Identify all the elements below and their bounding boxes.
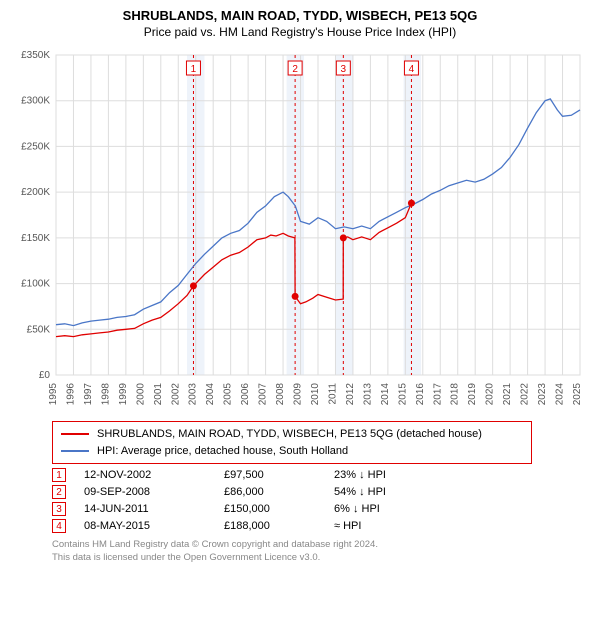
svg-text:2008: 2008 (275, 383, 286, 406)
svg-text:£150K: £150K (21, 233, 50, 244)
svg-text:2010: 2010 (310, 383, 321, 406)
svg-text:2014: 2014 (380, 383, 391, 406)
svg-text:£100K: £100K (21, 279, 50, 290)
footer-line-1: Contains HM Land Registry data © Crown c… (52, 539, 590, 552)
svg-text:2004: 2004 (205, 383, 216, 406)
svg-text:1997: 1997 (83, 383, 94, 406)
sales-table: 1 12-NOV-2002£97,50023% ↓ HPI 2 09-SEP-2008… (52, 468, 590, 533)
svg-text:2003: 2003 (188, 383, 199, 406)
chart-subtitle: Price paid vs. HM Land Registry's House … (10, 25, 590, 39)
svg-text:£0: £0 (39, 370, 51, 381)
svg-text:£200K: £200K (21, 187, 50, 198)
svg-text:4: 4 (409, 64, 415, 75)
sale-price: £86,000 (224, 486, 334, 498)
svg-text:1998: 1998 (100, 383, 111, 406)
svg-text:£250K: £250K (21, 141, 50, 152)
sale-diff: 54% ↓ HPI (334, 486, 454, 498)
sale-marker-box: 2 (52, 485, 66, 499)
sale-marker-box: 3 (52, 502, 66, 516)
svg-text:2011: 2011 (327, 383, 338, 405)
svg-text:2000: 2000 (135, 383, 146, 406)
svg-text:2016: 2016 (415, 383, 426, 406)
sale-row: 1 12-NOV-2002£97,50023% ↓ HPI (52, 468, 590, 482)
legend-item: HPI: Average price, detached house, Sout… (61, 443, 523, 460)
svg-text:2012: 2012 (345, 383, 356, 406)
svg-text:2006: 2006 (240, 383, 251, 406)
sale-diff: 23% ↓ HPI (334, 469, 454, 481)
svg-text:2022: 2022 (520, 383, 531, 406)
svg-text:2002: 2002 (170, 383, 181, 406)
sale-price: £188,000 (224, 520, 334, 532)
sale-marker-box: 1 (52, 468, 66, 482)
sale-row: 4 08-MAY-2015£188,000≈ HPI (52, 519, 590, 533)
legend-item: SHRUBLANDS, MAIN ROAD, TYDD, WISBECH, PE… (61, 426, 523, 443)
svg-text:2: 2 (292, 64, 298, 75)
svg-text:1999: 1999 (118, 383, 129, 406)
svg-text:£50K: £50K (27, 324, 51, 335)
sale-date: 12-NOV-2002 (84, 469, 224, 481)
svg-text:2023: 2023 (537, 383, 548, 406)
sale-diff: ≈ HPI (334, 520, 454, 532)
sale-price: £97,500 (224, 469, 334, 481)
svg-text:1995: 1995 (48, 383, 59, 406)
sale-date: 14-JUN-2011 (84, 503, 224, 515)
footer-attributions: Contains HM Land Registry data © Crown c… (52, 539, 590, 565)
svg-text:2025: 2025 (572, 383, 583, 406)
sale-row: 3 14-JUN-2011£150,0006% ↓ HPI (52, 502, 590, 516)
svg-text:1996: 1996 (65, 383, 76, 406)
chart-title: SHRUBLANDS, MAIN ROAD, TYDD, WISBECH, PE… (10, 8, 590, 23)
legend-swatch (61, 433, 89, 435)
svg-text:2007: 2007 (258, 383, 269, 406)
chart-container: SHRUBLANDS, MAIN ROAD, TYDD, WISBECH, PE… (0, 0, 600, 571)
legend: SHRUBLANDS, MAIN ROAD, TYDD, WISBECH, PE… (52, 421, 532, 464)
legend-swatch (61, 450, 89, 452)
svg-text:£300K: £300K (21, 96, 50, 107)
svg-text:2001: 2001 (153, 383, 164, 406)
footer-line-2: This data is licensed under the Open Gov… (52, 552, 590, 565)
svg-text:2018: 2018 (450, 383, 461, 406)
svg-text:2015: 2015 (397, 383, 408, 406)
legend-label: SHRUBLANDS, MAIN ROAD, TYDD, WISBECH, PE… (97, 426, 482, 443)
sale-date: 09-SEP-2008 (84, 486, 224, 498)
sale-row: 2 09-SEP-2008£86,00054% ↓ HPI (52, 485, 590, 499)
svg-text:1: 1 (191, 64, 197, 75)
svg-text:2019: 2019 (467, 383, 478, 406)
chart-area: £0 £50K £100K £150K £200K £250K £300K £350K 1995… (10, 45, 590, 415)
svg-text:2020: 2020 (485, 383, 496, 406)
svg-text:2013: 2013 (362, 383, 373, 406)
sale-marker-box: 4 (52, 519, 66, 533)
svg-text:3: 3 (341, 64, 347, 75)
sale-price: £150,000 (224, 503, 334, 515)
line-chart-svg: £0 £50K £100K £150K £200K £250K £300K £350K 1995… (10, 45, 590, 415)
svg-text:2017: 2017 (432, 383, 443, 406)
svg-text:2024: 2024 (555, 383, 566, 406)
svg-text:£350K: £350K (21, 50, 50, 61)
svg-text:2009: 2009 (293, 383, 304, 406)
svg-text:2021: 2021 (502, 383, 513, 406)
sale-date: 08-MAY-2015 (84, 520, 224, 532)
sale-diff: 6% ↓ HPI (334, 503, 454, 515)
svg-text:2005: 2005 (223, 383, 234, 406)
legend-label: HPI: Average price, detached house, Sout… (97, 443, 348, 460)
